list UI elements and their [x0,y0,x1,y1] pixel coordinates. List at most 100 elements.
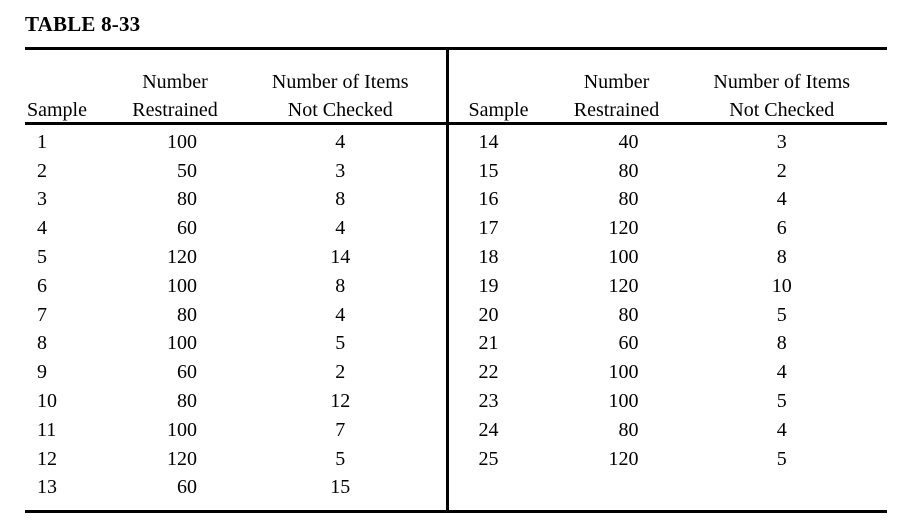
table-row: 22 100 4 [467,358,888,387]
items-not-checked-cell: 4 [776,361,787,384]
column-header-items-not-checked: Number of Items Not Checked [677,50,888,128]
right-table-header: Sample Number Restrained Number of Items… [467,50,888,128]
table-row: 2 50 3 [25,157,446,186]
sample-cell: 17 [478,217,499,240]
number-restrained-cell: 120 [608,447,639,470]
number-restrained-cell: 80 [618,159,639,182]
number-restrained-cell: 40 [618,130,639,153]
table-row: 19 120 10 [467,272,888,301]
table-divider [445,50,449,510]
sample-cell: 13 [37,476,57,499]
number-restrained-cell: 100 [608,361,639,384]
table-row: 11 100 7 [25,416,446,445]
number-restrained-cell: 120 [608,217,639,240]
items-not-checked-cell: 2 [776,159,787,182]
number-restrained-cell: 80 [177,303,197,326]
left-table: Sample Number Restrained Number of Items… [25,50,446,502]
table-row: 6 100 8 [25,272,446,301]
sample-cell: 24 [478,418,499,441]
items-not-checked-cell: 12 [330,390,351,413]
table-row: 12 120 5 [25,445,446,474]
number-restrained-cell: 60 [177,476,197,499]
header-line: Number of Items [271,71,409,93]
items-not-checked-cell: 7 [335,418,346,441]
sample-cell: 19 [478,274,499,297]
sample-cell: 9 [37,361,47,384]
table-row: 21 60 8 [467,330,888,359]
sample-cell: 2 [37,159,47,182]
table-row: 18 100 8 [467,243,888,272]
sample-cell: 21 [478,332,499,355]
right-table: Sample Number Restrained Number of Items… [467,50,888,474]
column-header-sample: Sample [467,50,557,128]
number-restrained-cell: 100 [167,332,197,355]
table-title: TABLE 8-33 [25,12,141,36]
number-restrained-cell: 80 [177,390,197,413]
table-row: 13 60 15 [25,474,446,503]
header-line: Not Checked [729,99,835,121]
header-line: Not Checked [287,99,393,121]
column-header-sample: Sample [25,50,115,128]
number-restrained-cell: 80 [618,303,639,326]
items-not-checked-cell: 10 [771,274,792,297]
items-not-checked-cell: 5 [776,303,787,326]
sample-cell: 8 [37,332,47,355]
table-row: 10 80 12 [25,387,446,416]
items-not-checked-cell: 4 [776,418,787,441]
table-row: 8 100 5 [25,330,446,359]
sample-cell: 23 [478,390,499,413]
items-not-checked-cell: 3 [335,159,346,182]
right-table-body: 14 40 3 15 80 2 16 80 4 17 120 6 18 100 8 19 120 10 20 80 5 2… [467,128,888,474]
header-line: Restrained [573,99,660,121]
items-not-checked-cell: 4 [335,303,346,326]
table-row: 25 120 5 [467,445,888,474]
items-not-checked-cell: 5 [776,447,787,470]
table-row: 24 80 4 [467,416,888,445]
table-row: 1 100 4 [25,128,446,157]
sample-cell: 15 [478,159,499,182]
sample-cell: 6 [37,274,47,297]
left-table-header: Sample Number Restrained Number of Items… [25,50,446,128]
header-line: Number [583,71,650,93]
sample-cell: 25 [478,447,499,470]
sample-cell: 3 [37,188,47,211]
table-8-33: Sample Number Restrained Number of Items… [25,47,887,513]
left-table-body: 1 100 4 2 50 3 3 80 8 4 60 4 5 120 14 6 100 8 7 80 4 8 100 5 9 60… [25,128,446,502]
items-not-checked-cell: 2 [335,361,346,384]
table-row: 14 40 3 [467,128,888,157]
sample-cell: 10 [37,390,57,413]
number-restrained-cell: 60 [177,217,197,240]
table-row: 5 120 14 [25,243,446,272]
items-not-checked-cell: 15 [330,476,351,499]
number-restrained-cell: 100 [608,246,639,269]
header-separator-rule [25,122,887,125]
column-header-number-restrained: Number Restrained [115,50,235,128]
left-table-panel: Sample Number Restrained Number of Items… [25,50,446,510]
items-not-checked-cell: 6 [776,217,787,240]
number-restrained-cell: 100 [167,130,197,153]
right-table-panel: Sample Number Restrained Number of Items… [449,50,888,510]
items-not-checked-cell: 3 [776,130,787,153]
items-not-checked-cell: 4 [776,188,787,211]
items-not-checked-cell: 5 [776,390,787,413]
header-line: Restrained [132,99,218,121]
items-not-checked-cell: 8 [776,332,787,355]
sample-cell: 7 [37,303,47,326]
items-not-checked-cell: 4 [335,217,346,240]
column-header-items-not-checked: Number of Items Not Checked [235,50,446,128]
table-row: 15 80 2 [467,157,888,186]
header-line: Number of Items [713,71,851,93]
sample-cell: 14 [478,130,499,153]
number-restrained-cell: 80 [618,418,639,441]
number-restrained-cell: 60 [177,361,197,384]
table-row: 4 60 4 [25,214,446,243]
items-not-checked-cell: 8 [776,246,787,269]
table-row: 23 100 5 [467,387,888,416]
table-row: 20 80 5 [467,301,888,330]
items-not-checked-cell: 5 [335,447,346,470]
header-line: Number [142,71,208,93]
items-not-checked-cell: 5 [335,332,346,355]
number-restrained-cell: 100 [167,418,197,441]
sample-cell: 11 [37,418,57,441]
table-row: 9 60 2 [25,358,446,387]
